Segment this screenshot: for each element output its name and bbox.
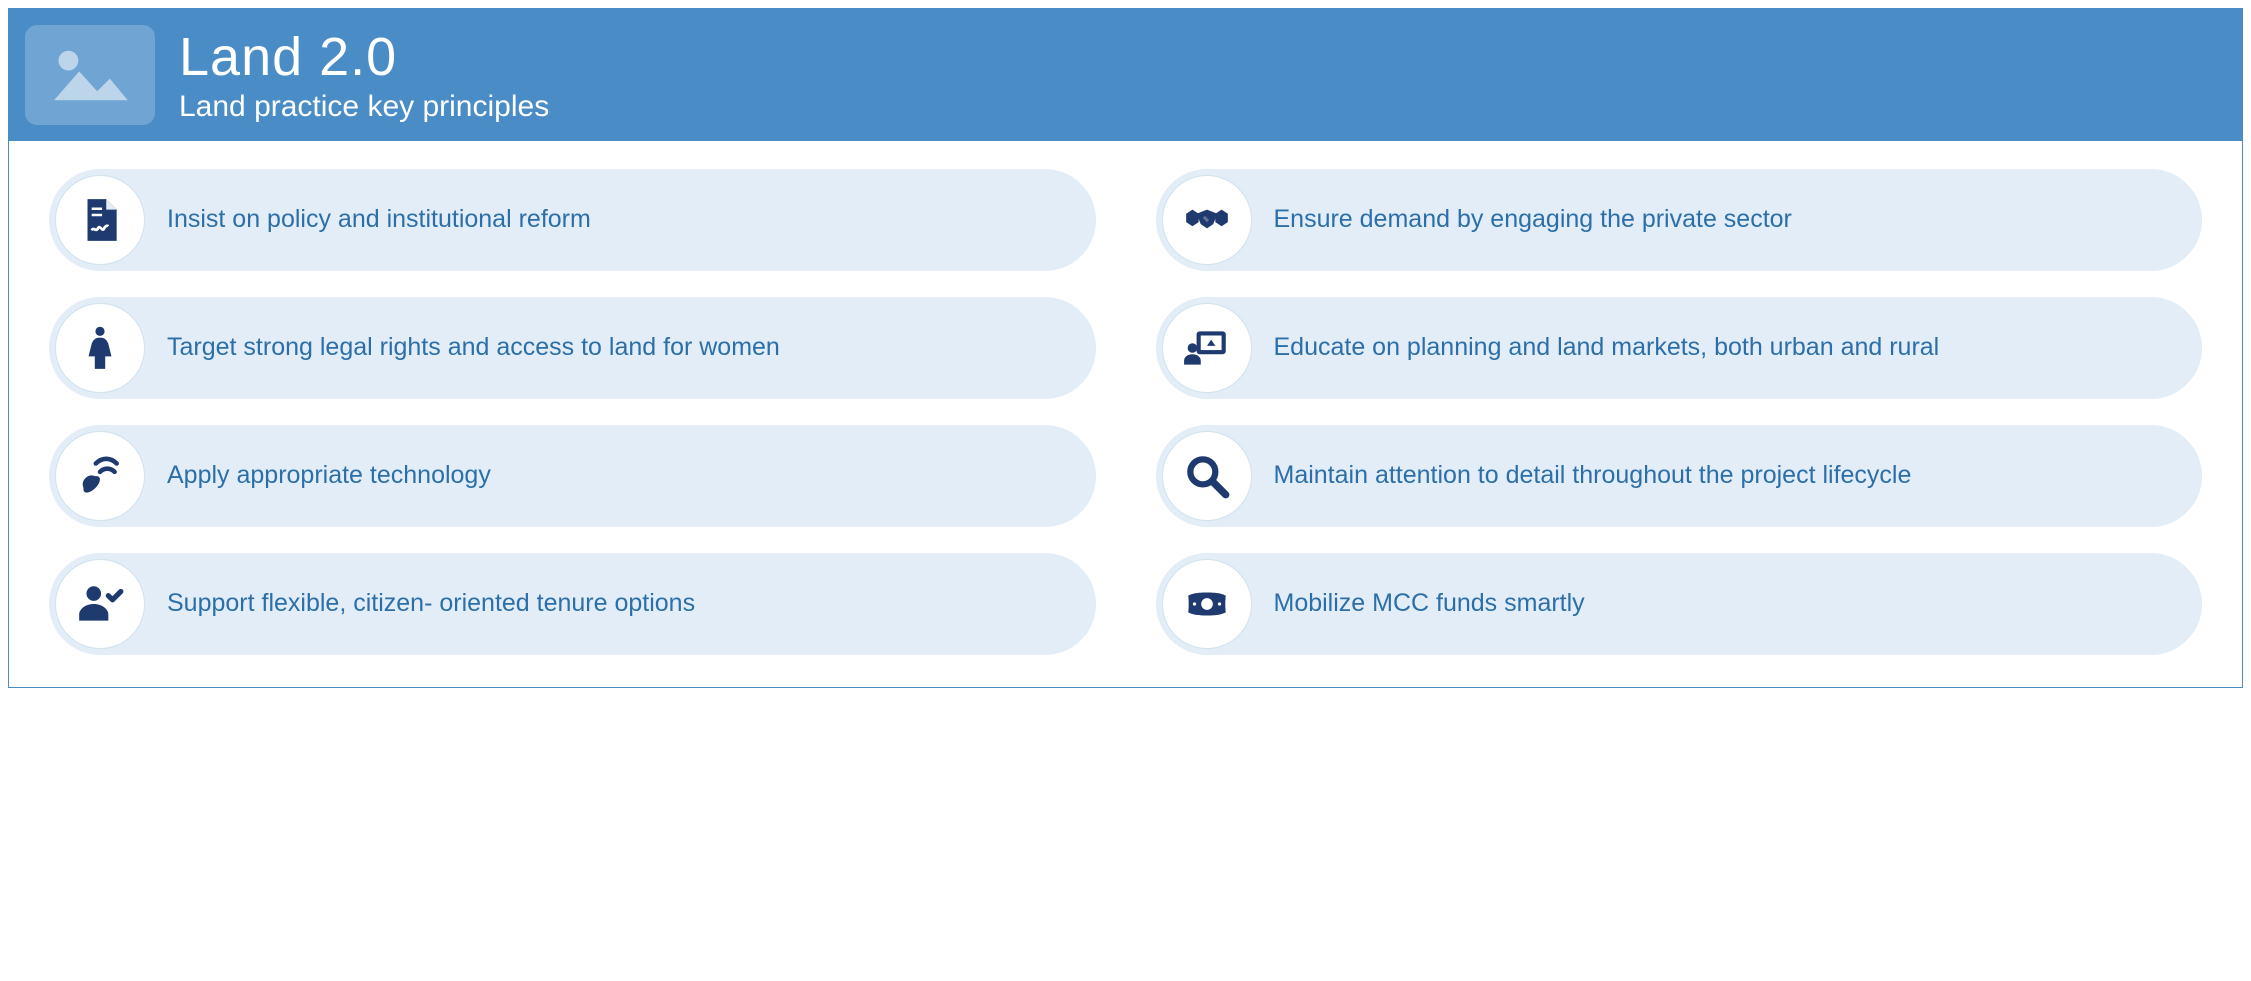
header-subtitle: Land practice key principles: [179, 90, 549, 124]
money-icon: [1162, 559, 1252, 649]
principle-text: Ensure demand by engaging the private se…: [1274, 204, 1792, 235]
principles-grid: Insist on policy and institutional refor…: [9, 141, 2242, 687]
principle-pill: Apply appropriate technology: [49, 425, 1096, 527]
principle-pill: Mobilize MCC funds smartly: [1156, 553, 2203, 655]
header-title: Land 2.0: [179, 26, 549, 88]
magnify-icon: [1162, 431, 1252, 521]
header-image-placeholder-icon: [25, 25, 155, 125]
principle-pill: Target strong legal rights and access to…: [49, 297, 1096, 399]
principle-text: Maintain attention to detail throughout …: [1274, 460, 1912, 491]
handshake-icon: [1162, 175, 1252, 265]
header-text: Land 2.0 Land practice key principles: [179, 26, 549, 124]
woman-icon: [55, 303, 145, 393]
satellite-icon: [55, 431, 145, 521]
infographic-card: Land 2.0 Land practice key principles In…: [8, 8, 2243, 688]
document-icon: [55, 175, 145, 265]
principle-text: Support flexible, citizen- oriented tenu…: [167, 588, 695, 619]
principle-pill: Educate on planning and land markets, bo…: [1156, 297, 2203, 399]
principle-text: Apply appropriate technology: [167, 460, 491, 491]
principle-text: Educate on planning and land markets, bo…: [1274, 332, 1940, 363]
principle-text: Insist on policy and institutional refor…: [167, 204, 591, 235]
principle-pill: Ensure demand by engaging the private se…: [1156, 169, 2203, 271]
principle-text: Target strong legal rights and access to…: [167, 332, 780, 363]
principle-pill: Support flexible, citizen- oriented tenu…: [49, 553, 1096, 655]
presentation-icon: [1162, 303, 1252, 393]
principle-pill: Insist on policy and institutional refor…: [49, 169, 1096, 271]
principle-pill: Maintain attention to detail throughout …: [1156, 425, 2203, 527]
principle-text: Mobilize MCC funds smartly: [1274, 588, 1585, 619]
header: Land 2.0 Land practice key principles: [9, 9, 2242, 141]
user-check-icon: [55, 559, 145, 649]
